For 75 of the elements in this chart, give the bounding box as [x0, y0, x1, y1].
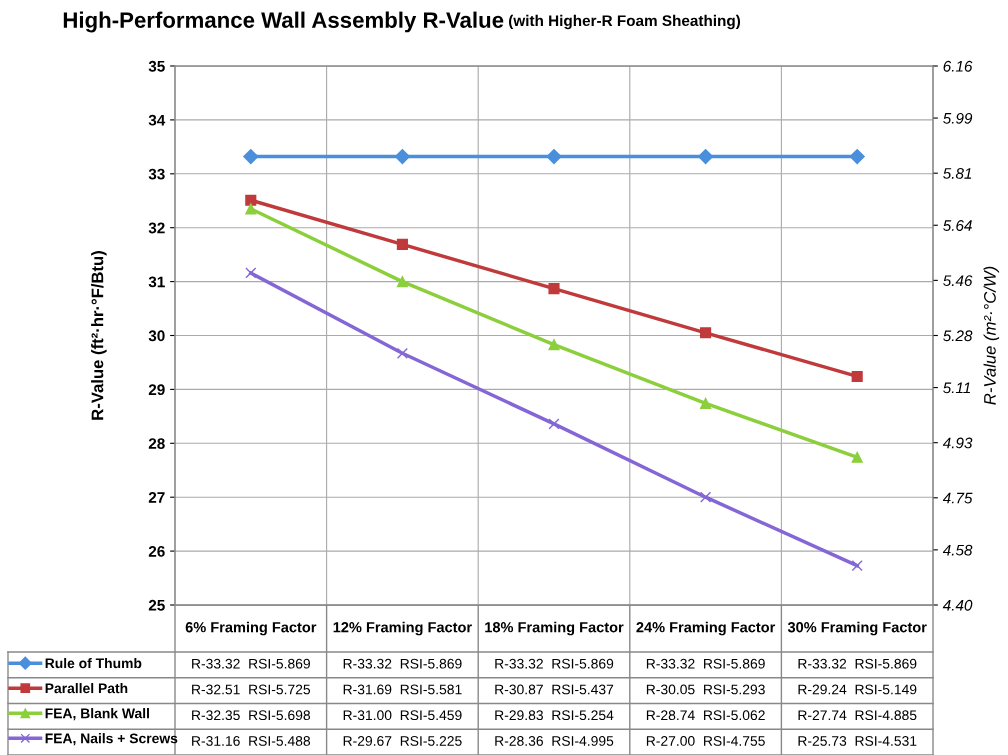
data-label: R-33.32 RSI-5.869 — [798, 658, 917, 669]
y-tick-label: 28 — [148, 438, 165, 449]
point — [851, 560, 863, 572]
point — [851, 370, 863, 383]
y-tick-label: 27 — [148, 492, 165, 503]
legend-label: Rule of Thumb — [45, 658, 142, 669]
data-label: R-27.74 RSI-4.885 — [798, 710, 917, 721]
data-label: R-30.05 RSI-5.293 — [646, 684, 765, 695]
y2-tick-label: 5.11 — [943, 382, 971, 394]
y-tick-label: 25 — [148, 599, 165, 611]
chart-subtitle: (with Higher-R Foam Sheathing) — [509, 14, 741, 30]
y2-tick-label: 4.75 — [942, 492, 973, 504]
point — [548, 283, 560, 295]
point — [394, 148, 410, 165]
point — [546, 148, 562, 165]
point — [700, 397, 712, 409]
y2-tick-label: 5.99 — [943, 112, 973, 124]
data-label: R-29.24 RSI-5.149 — [798, 684, 917, 695]
y2-tick-label: 5.81 — [943, 168, 972, 179]
point — [245, 267, 257, 279]
point — [243, 148, 259, 165]
y2-tick-label: 5.28 — [943, 330, 973, 342]
y-tick-label: 33 — [148, 168, 165, 180]
point — [851, 451, 863, 463]
data-label: R-33.32 RSI-5.869 — [343, 658, 462, 669]
data-label: R-28.36 RSI-4.995 — [495, 736, 614, 746]
x-tick-label: 30% Framing Factor — [787, 621, 927, 636]
y2-tick-label: 4.58 — [942, 544, 973, 556]
data-label: R-31.00 RSI-5.459 — [343, 710, 462, 721]
data-label: R-28.74 RSI-5.062 — [646, 710, 765, 721]
y-tick-label: 30 — [148, 330, 165, 342]
legend-label: FEA, Blank Wall — [45, 708, 149, 721]
point — [396, 276, 408, 288]
y2-tick-label: 4.40 — [942, 599, 973, 611]
y-axis-title: R-Value (ft²·hr·°F/Btu) — [91, 251, 107, 420]
point — [700, 491, 712, 503]
point — [396, 347, 408, 359]
y-tick-label: 34 — [148, 114, 166, 126]
data-label: R-33.32 RSI-5.869 — [646, 658, 765, 669]
point — [245, 194, 257, 206]
data-label: R-27.00 RSI-4.755 — [646, 736, 765, 746]
legend-label: Parallel Path — [45, 683, 128, 694]
point — [245, 203, 257, 215]
data-label: R-29.83 RSI-5.254 — [495, 710, 614, 721]
x-tick-label: 24% Framing Factor — [636, 621, 776, 636]
legend-label: FEA, Nails + Screws — [45, 733, 178, 746]
chart-title: High-Performance Wall Assembly R-Value — [63, 11, 504, 33]
y2-tick-label: 5.64 — [943, 220, 972, 231]
data-label: R-33.32 RSI-5.869 — [192, 658, 310, 669]
y2-tick-label: 6.16 — [943, 60, 973, 72]
y-tick-label: 26 — [148, 545, 165, 557]
point — [548, 339, 560, 351]
point — [698, 148, 714, 165]
data-label: R-32.35 RSI-5.698 — [192, 710, 311, 721]
x-tick-label: 6% Framing Factor — [185, 621, 317, 636]
y-tick-label: 35 — [148, 60, 165, 72]
data-label: R-31.69 RSI-5.581 — [343, 684, 462, 695]
data-label: R-31.16 RSI-5.488 — [192, 736, 311, 746]
x-tick-label: 18% Framing Factor — [485, 621, 624, 636]
data-label: R-33.32 RSI-5.869 — [495, 658, 614, 669]
y-tick-label: 29 — [148, 384, 165, 396]
data-label: R-25.73 RSI-4.531 — [798, 736, 917, 746]
y-tick-label: 31 — [148, 276, 165, 288]
y2-axis-title: R-Value (m²·°C/W) — [983, 266, 1000, 405]
y2-tick-label: 5.46 — [943, 275, 973, 287]
x-tick-label: 12% Framing Factor — [333, 621, 472, 636]
data-label: R-32.51 RSI-5.725 — [192, 684, 311, 695]
data-label: R-30.87 RSI-5.437 — [495, 684, 614, 695]
y-tick-label: 32 — [148, 222, 165, 234]
y2-tick-label: 4.93 — [942, 437, 973, 449]
data-label: R-29.67 RSI-5.225 — [343, 736, 462, 746]
point — [849, 148, 865, 165]
point — [396, 238, 408, 250]
point — [548, 418, 560, 430]
point — [700, 327, 712, 339]
